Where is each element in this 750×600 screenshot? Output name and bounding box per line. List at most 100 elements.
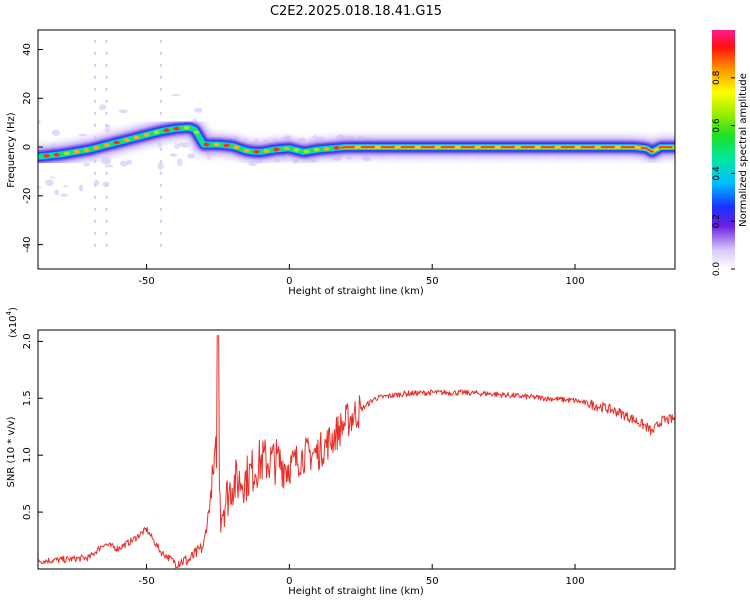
spectrogram-hotspot [93,145,100,150]
spectrogram-speckle [118,109,128,114]
spectrogram-x-tick-label: -50 [138,276,154,287]
snr-scale-prefix: (x10 [8,315,19,338]
spectrogram-x-tick-label: 50 [426,276,439,287]
spectrogram-speckle [104,128,111,133]
spectrogram-hotspot [43,154,50,158]
spectrogram-speckle [126,159,132,165]
spectrogram-y-tick-label: 0 [22,144,33,150]
spectrogram-x-tick-label: 0 [286,276,292,287]
spectrogram-speckle [45,179,54,186]
spectrogram-speckle [157,162,164,170]
colorbar-label: Normalized spectral amplitude [738,73,749,227]
snr-panel: -50 0 50 100 0.5 1.0 1.5 2.0 Height of straigh… [5,307,676,597]
snr-y-tick-label: 1.5 [22,390,33,406]
snr-series-line [38,335,675,569]
spectrogram-speckle [180,142,190,148]
spectrogram-hotspot [313,147,320,152]
spectrogram-plot-area [38,39,675,250]
colorbar-tick-label: 0.2 [712,214,722,228]
spectrogram-hotspot [273,147,280,152]
spectrogram-hotspot [63,151,70,156]
snr-x-tick-label: 50 [426,576,439,587]
spectrogram-hotspot [53,153,60,157]
spectrogram-hotspot [193,130,200,135]
snr-y-tick-label: 0.5 [22,504,33,520]
spectrogram-hotspot [223,143,230,148]
spectrogram-hotspot [333,146,340,150]
snr-y-axis-label: SNR (10 * v/v) [6,416,17,487]
spectrogram-speckle [177,142,182,145]
spectrogram-hotspot [143,133,150,137]
snr-x-tick-label: 0 [286,576,292,587]
spectrogram-speckle [98,104,107,111]
spectrogram-speckle [50,176,56,179]
spectrogram-speckle [173,144,181,149]
spectrogram-speckle [60,193,68,197]
spectrogram-hotspot [133,135,140,140]
snr-frame [37,329,676,570]
spectrogram-hotspot [83,148,90,152]
spectrogram-speckle [63,185,68,188]
spectrogram-speckle [169,153,178,157]
spectrogram-hotspot [123,138,130,142]
snr-x-tick-label: 100 [565,576,584,587]
spectrogram-hotspot [283,146,290,151]
colorbar-gradient [712,30,735,269]
spectrogram-speckle [78,133,88,137]
spectrogram-y-tick-label: -20 [22,188,33,204]
spectrogram-hotspot [233,145,240,150]
spectrogram-hotspot [173,126,180,131]
snr-plot-area [38,335,675,569]
spectrogram-y-tick-label: 40 [22,43,33,56]
spectrogram-hotspot [153,130,160,135]
spectrogram-speckle [120,160,128,167]
spectrogram-y-tick-label: -40 [22,236,33,252]
spectrogram-hotspot [73,149,80,154]
spectrogram-hotspot [163,128,170,132]
snr-y-tick-label: 2.0 [22,333,33,349]
spectrogram-speckle [194,107,203,113]
spectrogram-speckle [51,129,61,136]
colorbar-tick-label: 0.8 [712,70,722,85]
snr-scale-exponent: 4 [5,310,13,315]
colorbar-tick-label: 0.4 [712,166,722,181]
spectrogram-frame [37,29,676,270]
spectrogram-hotspot [253,150,260,154]
snr-y-tick-label: 1.0 [22,447,33,463]
spectrogram-y-axis-label: Frequency (Hz) [6,112,17,188]
colorbar-tick-label: 0.0 [712,262,722,277]
spectrogram-hotspot [103,143,110,147]
spectrogram-hotspot [303,149,310,154]
spectrogram-speckle [54,189,60,196]
spectrogram-hotspot [263,149,270,153]
spectrogram-speckle [38,120,41,124]
spectrogram-speckle [83,163,90,167]
snr-x-tick-label: -50 [138,576,154,587]
spectrogram-hotspot [293,148,300,152]
spectrogram-speckle [171,93,181,96]
snr-scale-label: (x104) [5,307,19,338]
spectrogram-hotspot [323,147,330,151]
spectrogram-x-ticks: -50 0 50 100 [138,264,585,287]
spectrogram-hotspot [243,148,250,153]
spectrogram-x-tick-label: 100 [565,276,584,287]
spectrogram-hotspot [113,140,120,145]
colorbar-tick-label: 0.6 [712,118,722,133]
spectrogram-hotspot [213,142,220,147]
spectrogram-hotspot [203,142,210,147]
spectrogram-speckle [38,186,42,189]
spectrogram-y-ticks: -40 -20 0 20 40 [22,43,43,253]
spectrogram-speckle [104,164,114,168]
spectrogram-speckle [78,184,84,192]
snr-x-axis-label: Height of straight line (km) [288,586,424,597]
snr-y-ticks: 0.5 1.0 1.5 2.0 [22,333,43,520]
colorbar-ticks: 0.0 0.2 0.4 0.6 0.8 [712,70,735,276]
spectrogram-ridge-peak [340,146,675,153]
chart-title: C2E2.2025.018.18.41.G15 [270,4,442,19]
spectrogram-speckle [176,158,183,167]
snr-scale-suffix: ) [8,307,19,311]
spectrogram-y-tick-label: 20 [22,92,33,105]
spectrogram-x-axis-label: Height of straight line (km) [288,286,424,297]
spectrogram-hotspot [183,126,190,130]
snr-x-ticks: -50 0 50 100 [138,564,585,587]
